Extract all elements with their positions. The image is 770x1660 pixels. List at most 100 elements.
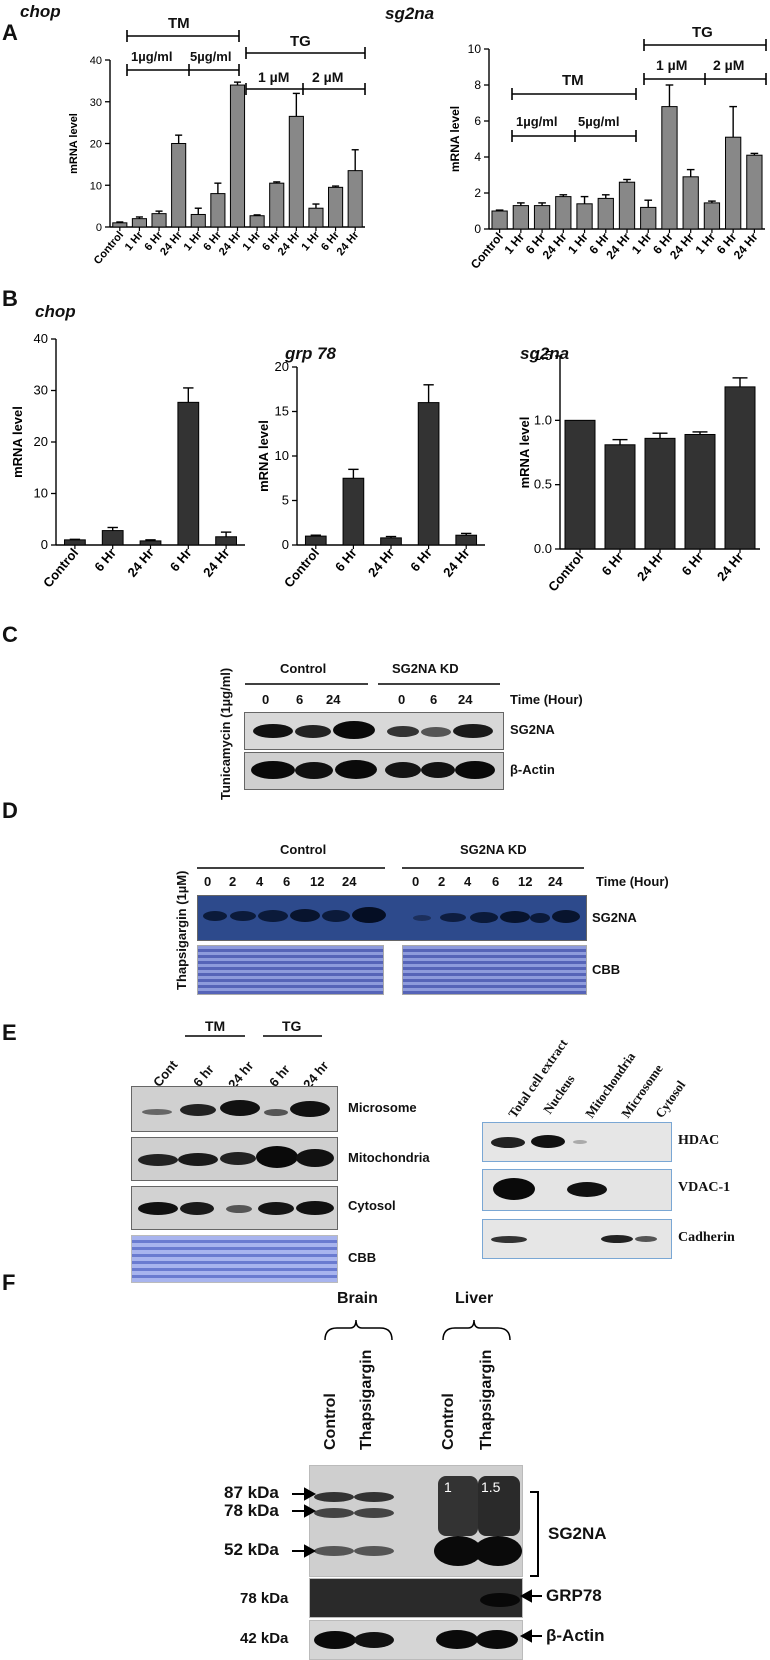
chart-a-right-title: sg2na — [385, 4, 435, 23]
chart-b3-title: sg2na — [520, 344, 570, 363]
panel-e-row-cbb: CBB — [348, 1250, 377, 1265]
chart-b1-ytick-label-2: 20 — [34, 434, 48, 449]
panel-f-grp78-strip — [309, 1578, 523, 1618]
panel-d-time-11: 24 — [548, 874, 563, 889]
panel-f-row-grp78: GRP78 — [546, 1586, 602, 1605]
chart-a2-ytick-label-5: 10 — [468, 42, 482, 56]
panel-e-tg: TG — [282, 1018, 302, 1034]
panel-e-tm: TM — [205, 1018, 226, 1034]
panel-e-cytosol-strip — [131, 1186, 338, 1230]
panel-c-time-24-kd: 24 — [458, 692, 473, 707]
panel-d-time-0: 0 — [204, 874, 212, 889]
panel-d-time-1: 2 — [229, 874, 237, 889]
chart-b2-ytick-label-2: 10 — [275, 448, 289, 463]
chart-b2-ytick-label-3: 15 — [275, 404, 289, 419]
chart-a1-ytick-label-3: 30 — [90, 97, 102, 109]
chart-a1-ytick-label-2: 20 — [90, 139, 102, 151]
panel-f-row-sg2na: SG2NA — [548, 1524, 607, 1543]
panel-d-time-7: 2 — [438, 874, 446, 889]
tg-label: TG — [290, 33, 311, 50]
chart-b1-ytick-label-3: 30 — [34, 383, 48, 398]
panel-d-time-6: 0 — [412, 874, 420, 889]
panel-d-cbb-control — [197, 945, 384, 995]
chart-b3-ytick-label-0: 0.0 — [534, 541, 552, 556]
panel-d-cbb-kd — [402, 945, 587, 995]
panel-e-row-cytosol: Cytosol — [348, 1198, 396, 1213]
panel-d-time-4: 12 — [310, 874, 325, 889]
chart-b3-ytick-label-3: 1.5 — [534, 348, 552, 363]
panel-c-row-actin: β-Actin — [510, 762, 555, 777]
tg-dose-2: 2 µM — [312, 69, 344, 85]
panel-d-sg2na-strip — [197, 895, 587, 941]
chart-a1-ylabel: mRNA level — [68, 113, 80, 174]
chart-b1-ytick-label-4: 40 — [34, 331, 48, 346]
panel-label-c: C — [2, 622, 18, 647]
panel-label-b: B — [2, 286, 18, 311]
panel-label-f: F — [2, 1270, 16, 1295]
chart-a2-ytick-label-3: 6 — [474, 114, 481, 128]
marker-hdac: HDAC — [678, 1133, 720, 1148]
panel-e-row-mito: Mitochondria — [348, 1150, 430, 1165]
chart-b3-ytick-label-1: 0.5 — [534, 477, 552, 492]
panel-f-row-actin: β-Actin — [546, 1626, 605, 1645]
tm-dose-1: 1µg/ml — [131, 49, 173, 64]
chart-b3-ylabel: mRNA level — [517, 417, 532, 489]
panel-c-time-label: Time (Hour) — [510, 692, 583, 707]
panel-c-time-0: 0 — [262, 692, 270, 707]
chart-b2-ytick-label-0: 0 — [282, 537, 289, 552]
marker-cadherin: Cadherin — [678, 1230, 735, 1245]
chart-a-left-title: chop — [20, 2, 61, 21]
panel-c-control: Control — [280, 661, 327, 676]
chart-a1-ytick-label-1: 10 — [90, 180, 102, 192]
vdac-strip — [482, 1169, 672, 1211]
mw-42: 42 kDa — [240, 1630, 289, 1647]
panel-d-control: Control — [280, 842, 327, 857]
chart-a2-ytick-label-1: 2 — [474, 186, 481, 200]
panel-f-quant-2: 1.5 — [481, 1479, 501, 1495]
panel-label-a: A — [2, 20, 18, 45]
panel-e-microsome-strip — [131, 1086, 338, 1132]
hdac-strip — [482, 1122, 672, 1162]
chart-a2-ylabel: mRNA level — [448, 106, 462, 172]
tg-dose-1-right: 1 µM — [656, 57, 688, 73]
chart-b3-bar-2 — [644, 437, 676, 550]
panel-c-time-24: 24 — [326, 692, 341, 707]
chart-a2-ytick-label-4: 8 — [474, 78, 481, 92]
panel-d-kd: SG2NA KD — [460, 842, 527, 857]
panel-c-actin-strip — [244, 752, 504, 790]
tm-label-right: TM — [562, 72, 584, 89]
chart-a1-ytick-label-4: 40 — [90, 55, 102, 67]
panel-e-row-microsome: Microsome — [348, 1100, 417, 1115]
panel-label-e: E — [2, 1020, 17, 1045]
panel-d-time-10: 12 — [518, 874, 533, 889]
tm-label: TM — [168, 15, 190, 32]
panel-e-mito-strip — [131, 1137, 338, 1181]
panel-d-time-8: 4 — [464, 874, 472, 889]
chart-b1-ytick-label-1: 10 — [34, 486, 48, 501]
tm-dose-2-right: 5µg/ml — [578, 114, 620, 129]
mw-78-grp: 78 kDa — [240, 1590, 289, 1607]
chart-b3-bar-4 — [724, 386, 756, 550]
tg-dose-1: 1 µM — [258, 69, 290, 85]
chart-b2-ytick-label-4: 20 — [275, 359, 289, 374]
panel-c-row-sg2na: SG2NA — [510, 722, 555, 737]
panel-c-kd: SG2NA KD — [392, 661, 459, 676]
chart-b1-ylabel: mRNA level — [10, 406, 25, 478]
panel-f-liver: Liver — [455, 1290, 494, 1307]
chart-b2-ylabel: mRNA level — [256, 420, 271, 492]
panel-c-time-6: 6 — [296, 692, 304, 707]
cadherin-strip — [482, 1219, 672, 1259]
chart-a2-ytick-label-0: 0 — [474, 222, 481, 236]
tm-dose-1-right: 1µg/ml — [516, 114, 558, 129]
panel-d-row-cbb: CBB — [592, 962, 621, 977]
panel-f-brain: Brain — [337, 1290, 378, 1307]
tm-dose-2: 5µg/ml — [190, 49, 232, 64]
chart-b1-ytick-label-0: 0 — [41, 537, 48, 552]
tg-dose-2-right: 2 µM — [713, 57, 745, 73]
mw-87: 87 kDa — [224, 1483, 279, 1502]
panel-c-time-6-kd: 6 — [430, 692, 438, 707]
mw-52: 52 kDa — [224, 1540, 279, 1559]
